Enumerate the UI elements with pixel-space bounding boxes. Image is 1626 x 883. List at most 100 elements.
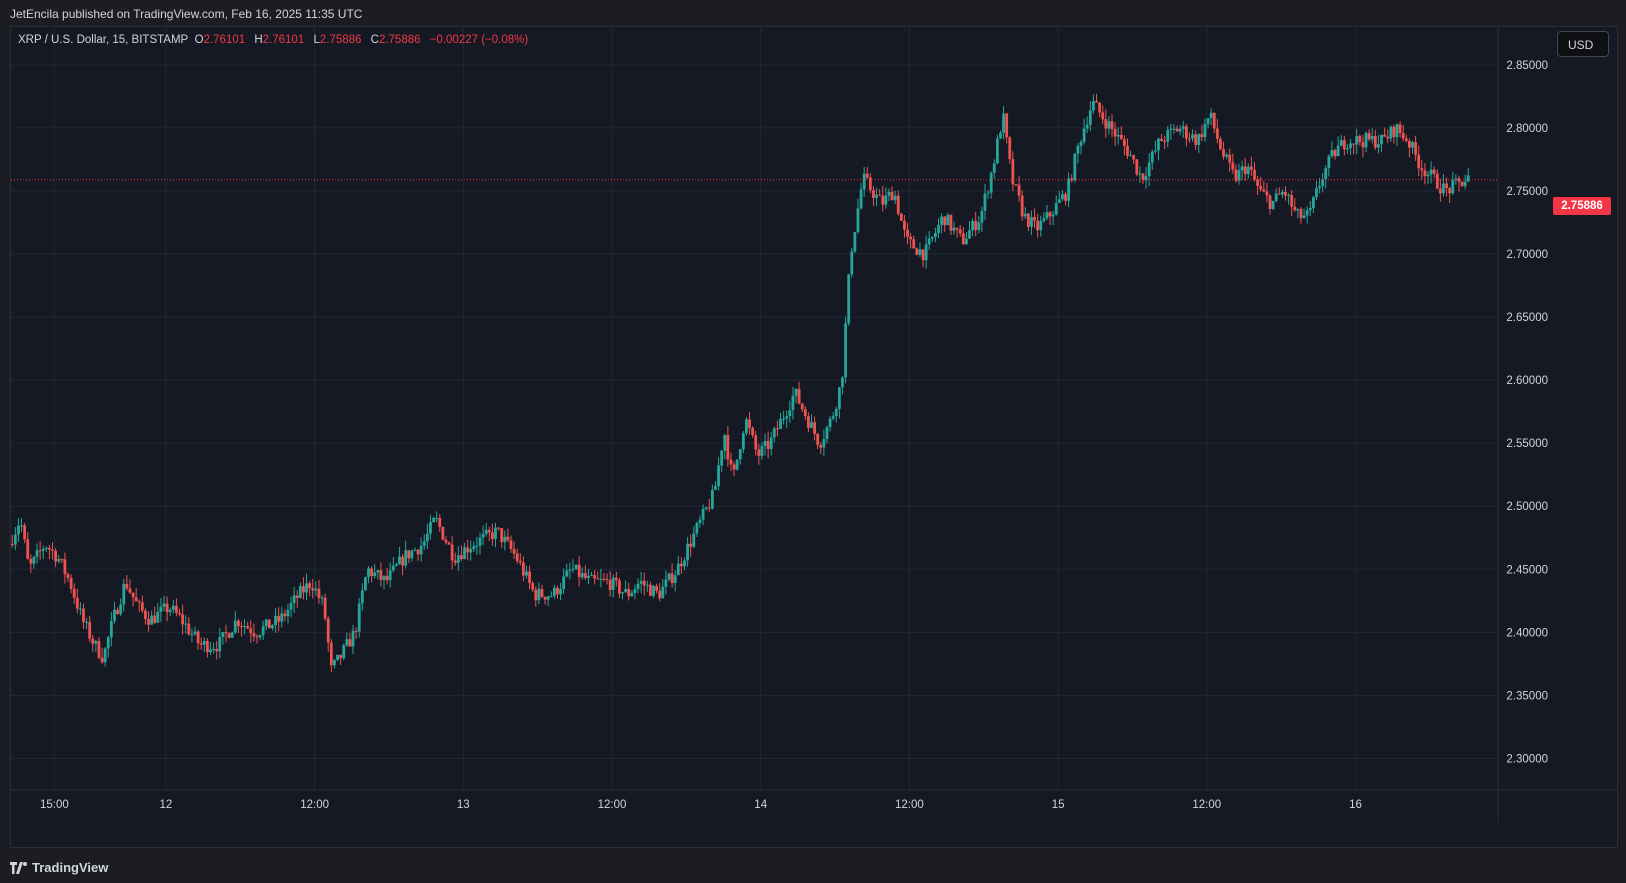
candle-body xyxy=(1184,126,1188,139)
candle-body xyxy=(738,449,742,460)
candle-body xyxy=(1463,181,1467,187)
candle-body xyxy=(72,588,76,598)
candle-body xyxy=(1265,191,1269,196)
candle-body xyxy=(1061,194,1064,200)
candle-body xyxy=(1395,124,1399,138)
candle-body xyxy=(1466,175,1470,182)
candle-body xyxy=(521,562,525,576)
candle-body xyxy=(478,537,482,546)
candle-body xyxy=(825,427,829,440)
candle-body xyxy=(735,459,739,470)
candle-body xyxy=(1426,174,1430,177)
candle-body xyxy=(1157,138,1160,151)
x-tick-label: 12:00 xyxy=(300,799,329,811)
y-tick-label: 2.85000 xyxy=(1506,60,1548,72)
candle-body xyxy=(1122,139,1126,146)
candle-body xyxy=(376,570,380,573)
candle-body xyxy=(779,418,782,429)
candle-body xyxy=(760,446,764,456)
currency-button[interactable]: USD xyxy=(1557,31,1609,57)
candle-body xyxy=(32,556,36,564)
candle-body xyxy=(670,573,674,584)
candle-body xyxy=(1042,218,1046,221)
candle-body xyxy=(828,418,832,428)
candle-body xyxy=(453,560,457,563)
candle-body xyxy=(679,563,683,567)
candle-body xyxy=(1132,155,1136,160)
candle-body xyxy=(54,550,58,562)
candle-body xyxy=(26,539,30,559)
candle-body xyxy=(438,517,442,528)
candle-body xyxy=(1231,162,1235,170)
candle-body xyxy=(280,613,284,622)
candle-body xyxy=(311,588,315,591)
candle-body xyxy=(810,422,813,428)
candle-body xyxy=(1104,119,1108,129)
candle-body xyxy=(85,621,88,623)
candle-body xyxy=(1240,166,1244,171)
candle-body xyxy=(1116,134,1120,137)
candle-body xyxy=(271,625,274,629)
candle-body xyxy=(525,571,528,576)
candle-body xyxy=(921,249,925,261)
y-tick-label: 2.35000 xyxy=(1506,690,1548,702)
candle-body xyxy=(1280,191,1284,195)
candle-body xyxy=(351,630,355,647)
candle-body xyxy=(69,577,73,589)
candle-body xyxy=(1327,156,1331,169)
candle-body xyxy=(1296,209,1300,211)
candle-body xyxy=(463,547,466,560)
candle-body xyxy=(202,641,206,645)
candle-body xyxy=(1057,199,1061,204)
candle-body xyxy=(667,573,671,580)
candle-body xyxy=(1380,134,1383,145)
candle-body xyxy=(834,408,838,417)
candle-body xyxy=(751,427,755,436)
candle-body xyxy=(1191,134,1194,139)
candle-body xyxy=(791,395,795,411)
candle-body xyxy=(1206,118,1210,124)
candle-body xyxy=(1352,143,1356,145)
candle-body xyxy=(1135,159,1139,175)
candle-body xyxy=(807,416,810,428)
y-tick-label: 2.80000 xyxy=(1506,123,1548,135)
candle-body xyxy=(890,191,894,201)
candle-body xyxy=(865,173,869,178)
chart-area[interactable] xyxy=(10,26,1618,848)
candle-body xyxy=(1175,128,1179,132)
candle-body xyxy=(1299,209,1303,218)
candle-body xyxy=(119,604,123,614)
x-tick-label: 12:00 xyxy=(1192,799,1221,811)
candle-body xyxy=(946,214,950,226)
candle-body xyxy=(472,546,476,550)
candle-body xyxy=(500,528,504,542)
candle-body xyxy=(1277,193,1281,195)
candle-body xyxy=(165,603,169,613)
candle-body xyxy=(88,621,92,639)
x-tick-label: 14 xyxy=(754,799,767,811)
candle-body xyxy=(97,641,101,658)
candle-body xyxy=(624,589,628,593)
candle-body xyxy=(803,409,807,417)
candle-body xyxy=(868,177,872,191)
candle-body xyxy=(398,556,401,565)
candle-body xyxy=(847,274,851,324)
candle-body xyxy=(17,525,20,535)
candle-body xyxy=(48,547,51,550)
candle-body xyxy=(633,588,637,593)
candle-body xyxy=(819,444,823,448)
candle-body xyxy=(782,418,786,420)
candle-body xyxy=(342,645,346,659)
candle-body xyxy=(537,588,541,601)
candle-body xyxy=(518,560,522,563)
candle-body xyxy=(305,583,308,593)
candle-body xyxy=(940,216,944,225)
candle-body xyxy=(605,579,609,581)
candle-body xyxy=(701,508,705,520)
candle-body xyxy=(394,564,398,566)
x-tick-label: 12 xyxy=(159,799,172,811)
candle-body xyxy=(339,654,343,659)
tradingview-logo[interactable]: TradingView xyxy=(10,860,108,875)
candle-body xyxy=(252,633,256,637)
